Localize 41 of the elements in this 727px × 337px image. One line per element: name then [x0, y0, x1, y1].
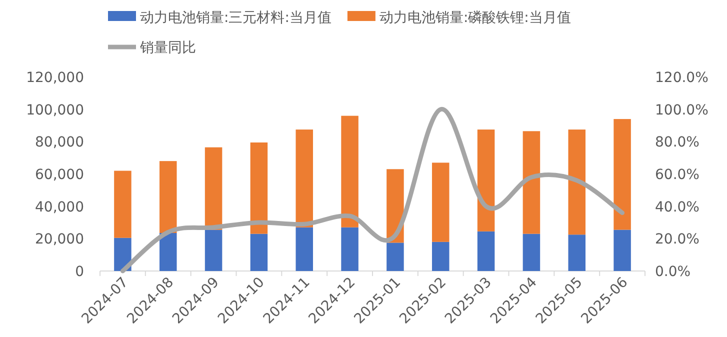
y2-tick-label: 60.0%	[655, 167, 700, 183]
bar	[477, 130, 495, 232]
y-tick-label: 60,000	[35, 167, 84, 183]
y2-tick-label: 80.0%	[655, 134, 700, 151]
bar	[296, 130, 314, 228]
bar	[432, 242, 450, 271]
bar	[341, 116, 358, 228]
legend-label: 动力电池销量:磷酸铁锂:当月值	[379, 10, 571, 26]
y2-tick-label: 40.0%	[655, 199, 700, 216]
bar	[341, 227, 358, 271]
bar	[204, 147, 222, 230]
bar	[250, 234, 268, 271]
bar	[386, 242, 404, 271]
y-tick-label: 40,000	[35, 199, 84, 216]
bar	[522, 131, 540, 234]
y-tick-label: 100,000	[26, 102, 84, 118]
y2-tick-label: 120.0%	[655, 70, 708, 86]
bar	[522, 234, 540, 271]
bar	[296, 227, 314, 271]
line-series	[120, 107, 625, 274]
bar	[250, 142, 268, 234]
y-tick-label: 120,000	[26, 70, 84, 86]
y-tick-label: 0	[75, 264, 84, 280]
bar	[614, 119, 631, 230]
bar	[114, 170, 132, 238]
bar	[159, 233, 177, 271]
legend-label: 动力电池销量:三元材料:当月值	[140, 10, 332, 26]
bar	[568, 234, 586, 271]
bar	[114, 238, 132, 271]
bar	[477, 231, 495, 271]
y-tick-label: 20,000	[35, 232, 84, 248]
bar	[204, 230, 222, 271]
bar	[159, 161, 177, 234]
bar	[614, 230, 631, 271]
y-tick-label: 80,000	[35, 134, 84, 151]
y2-tick-label: 100.0%	[655, 102, 708, 118]
y2-tick-label: 20.0%	[655, 232, 700, 248]
bar	[568, 130, 586, 235]
y2-tick-label: 0.0%	[655, 264, 691, 280]
legend-label: 销量同比	[139, 40, 196, 56]
bar	[432, 162, 450, 242]
